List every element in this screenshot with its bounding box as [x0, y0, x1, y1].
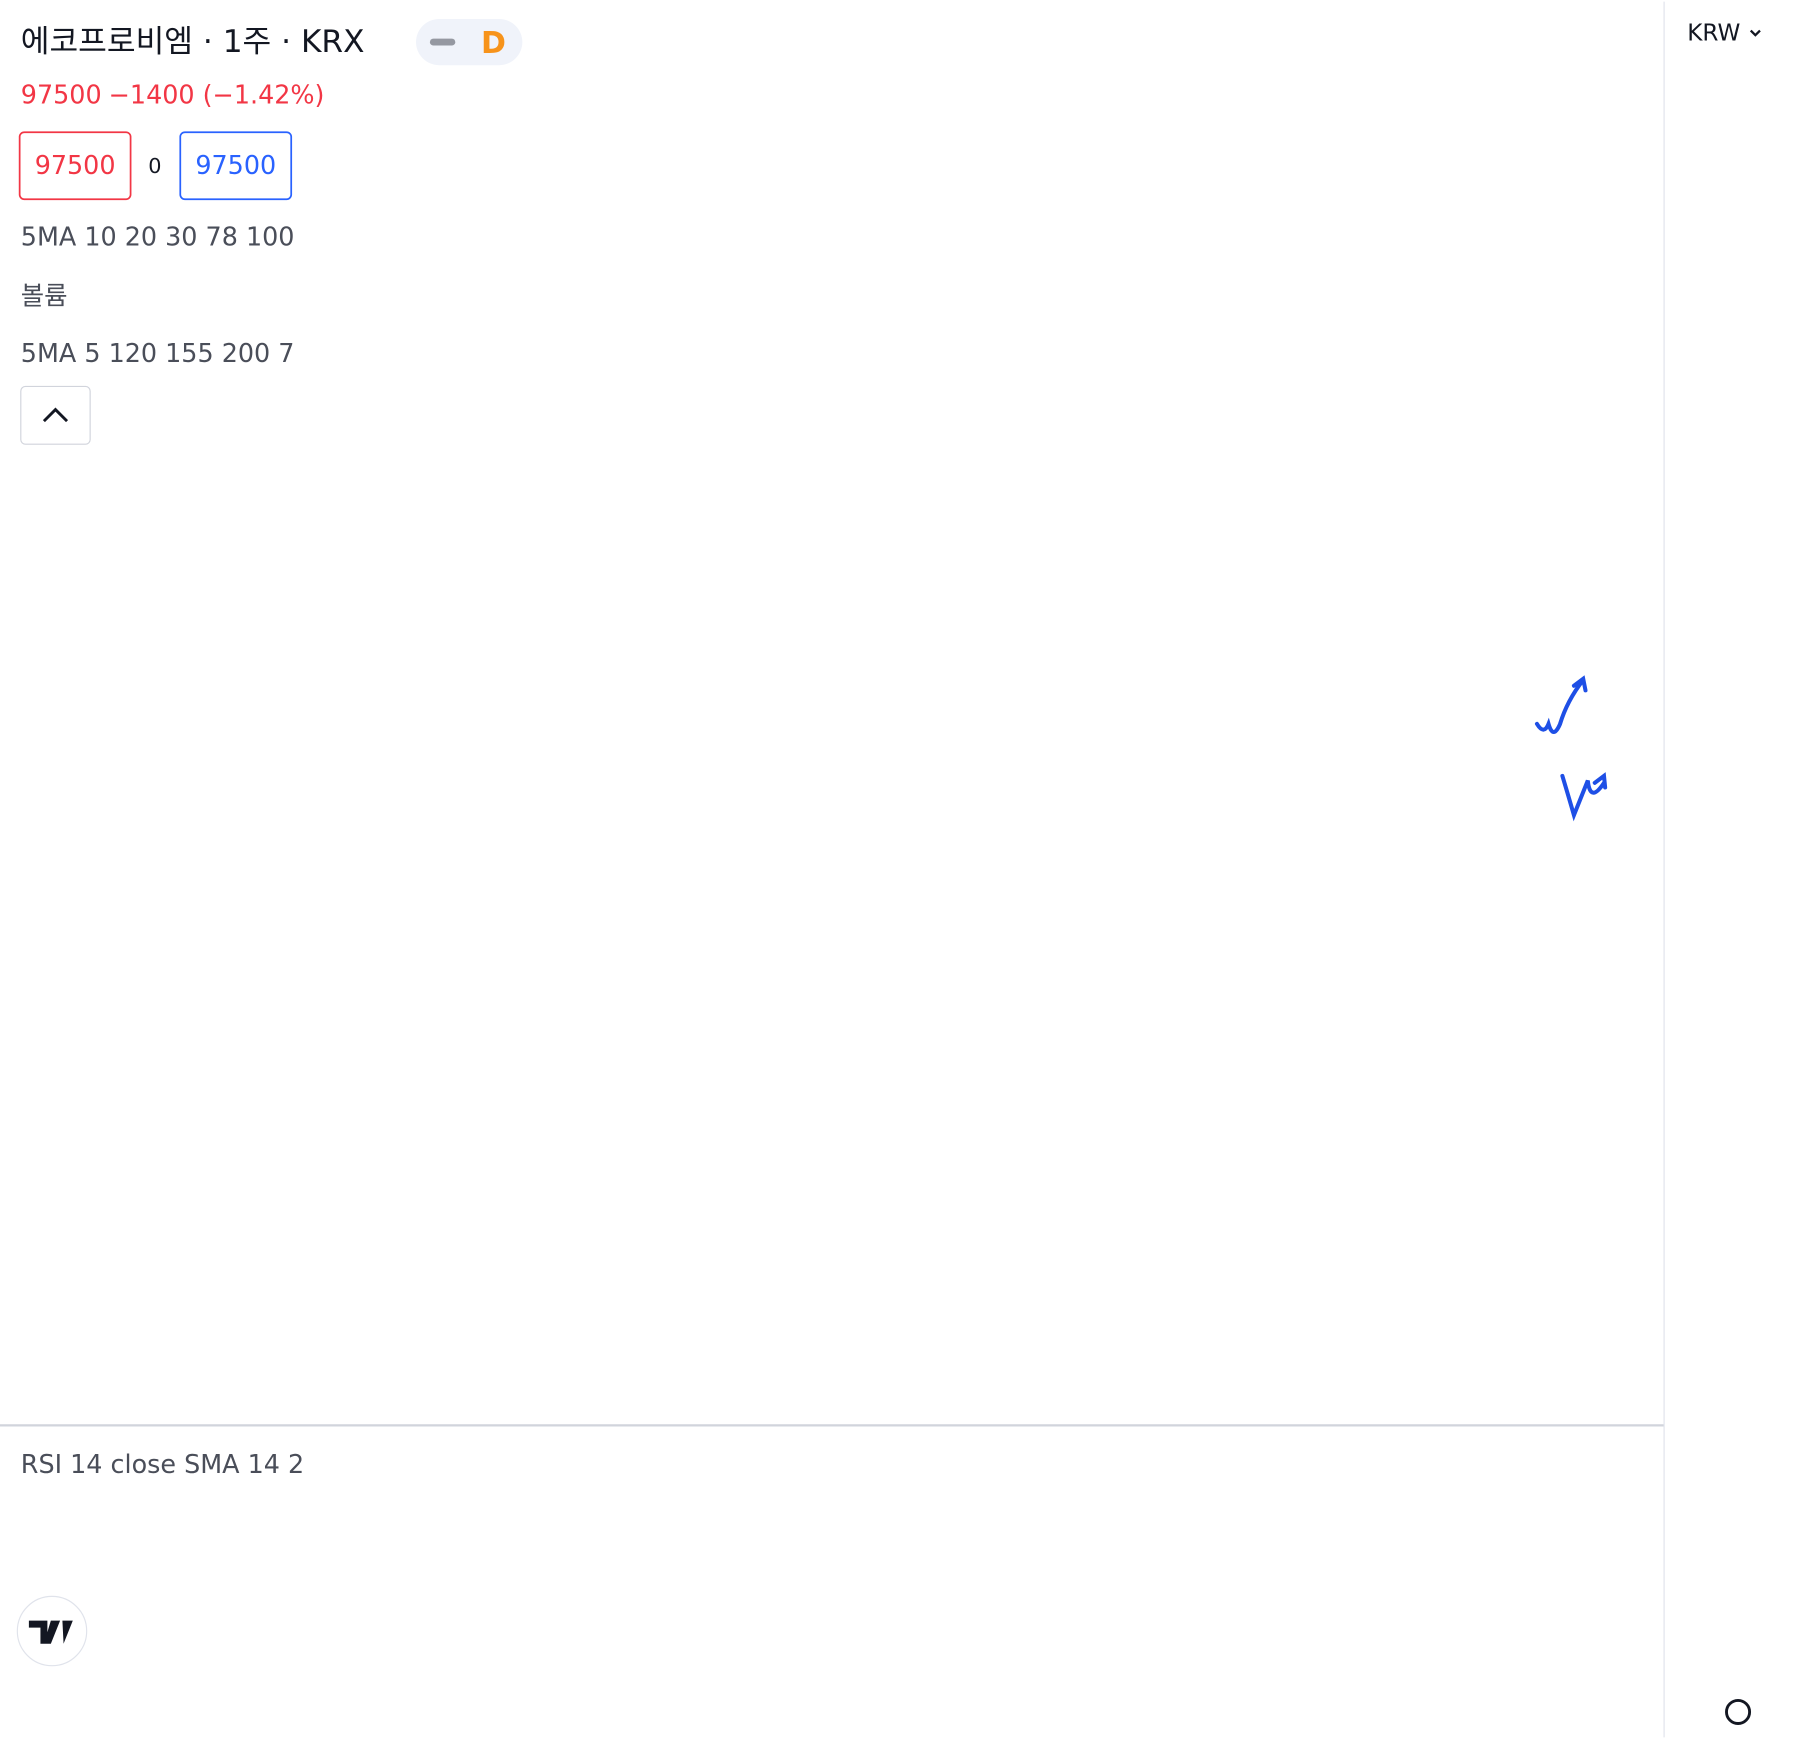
- ma-legend: 5MA 10 20 30 78 100: [21, 222, 295, 252]
- symbol-title: 에코프로비엠 · 1주 · KRX: [21, 24, 365, 60]
- status-pill[interactable]: [416, 18, 523, 66]
- price-change: −1400 (−1.42%): [109, 79, 325, 109]
- ma-legend-2: 5MA 5 120 155 200 7: [21, 338, 295, 368]
- logo: [28, 1620, 73, 1644]
- volume-legend: 볼륨: [21, 280, 68, 310]
- status-icon: [429, 38, 456, 46]
- bid-box[interactable]: [18, 131, 132, 201]
- ask-box[interactable]: [179, 131, 293, 201]
- hand-arrow: [1560, 772, 1608, 822]
- currency-caret: [1749, 29, 1761, 37]
- ask-price: 97500: [195, 150, 276, 180]
- last-price: 97500: [21, 79, 102, 109]
- collapse-button[interactable]: [20, 385, 91, 445]
- spread: 0: [148, 154, 161, 178]
- rsi-legend: RSI 14 close SMA 14 2: [21, 1449, 304, 1479]
- collapse-icon: [42, 407, 69, 423]
- settings-icon[interactable]: [1725, 1698, 1752, 1725]
- bid-price: 97500: [35, 150, 116, 180]
- hand-arrow: [1534, 675, 1588, 735]
- currency[interactable]: KRW: [1687, 20, 1740, 46]
- delay-badge: D: [481, 26, 506, 61]
